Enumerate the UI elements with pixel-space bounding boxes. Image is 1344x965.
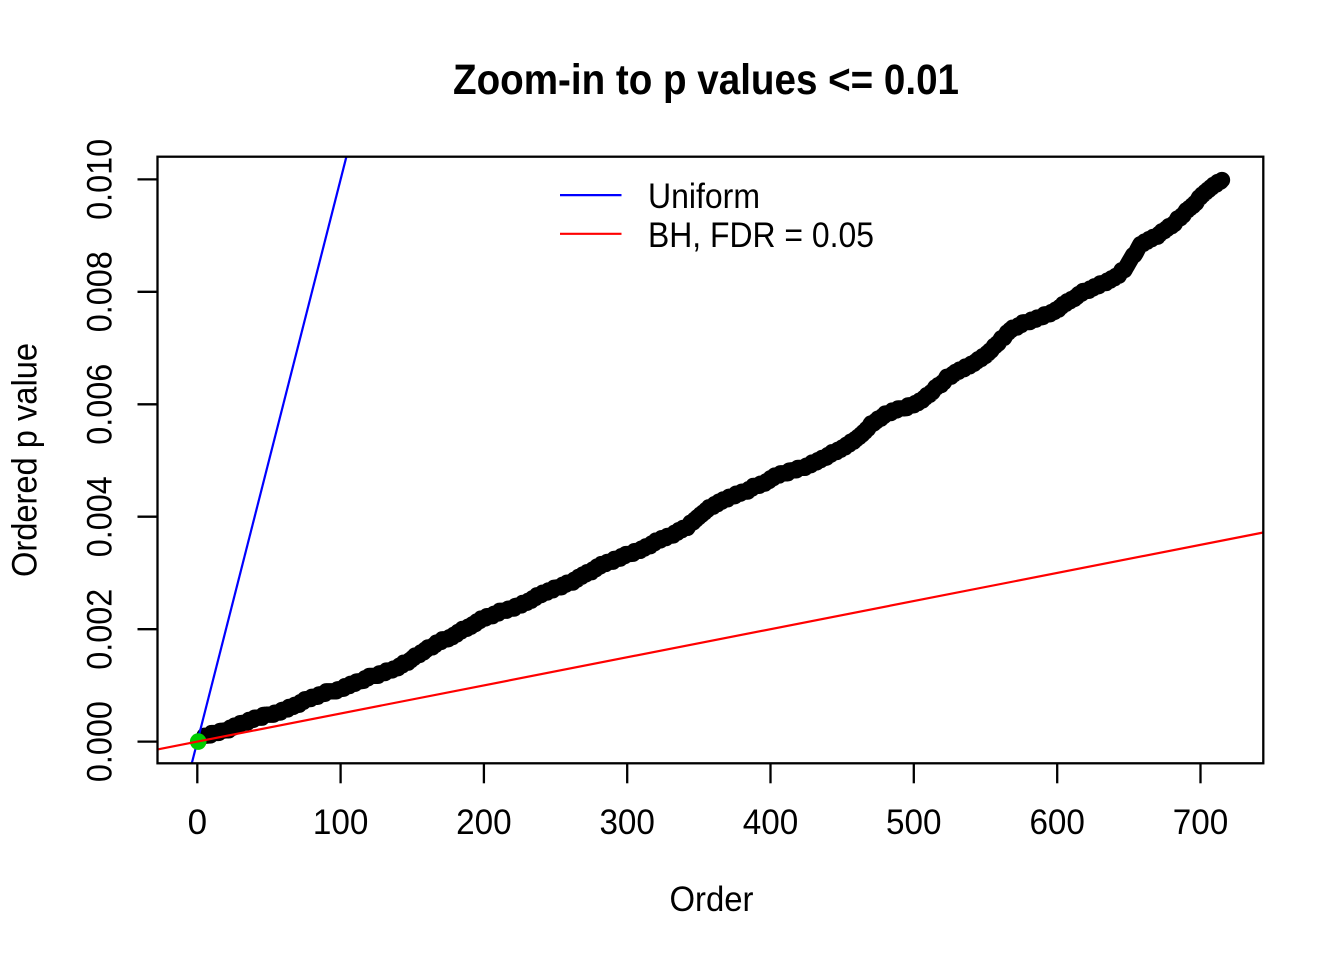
svg-text:Zoom-in to p values <= 0.01: Zoom-in to p values <= 0.01	[453, 56, 959, 104]
svg-text:0.004: 0.004	[80, 476, 119, 557]
svg-text:100: 100	[313, 803, 369, 842]
svg-text:0.008: 0.008	[80, 251, 119, 332]
svg-text:500: 500	[886, 803, 942, 842]
svg-text:700: 700	[1173, 803, 1229, 842]
svg-text:0.002: 0.002	[80, 589, 119, 670]
svg-text:200: 200	[456, 803, 512, 842]
svg-text:0.010: 0.010	[80, 139, 119, 220]
svg-text:0.000: 0.000	[80, 701, 119, 782]
svg-text:400: 400	[743, 803, 799, 842]
svg-text:300: 300	[599, 803, 655, 842]
svg-text:600: 600	[1029, 803, 1085, 842]
svg-text:0.006: 0.006	[80, 364, 119, 445]
svg-text:BH, FDR = 0.05: BH, FDR = 0.05	[648, 216, 874, 255]
svg-text:Ordered p value: Ordered p value	[6, 343, 45, 577]
svg-text:0: 0	[188, 803, 207, 842]
svg-text:Order: Order	[670, 880, 754, 919]
svg-text:Uniform: Uniform	[648, 177, 760, 216]
